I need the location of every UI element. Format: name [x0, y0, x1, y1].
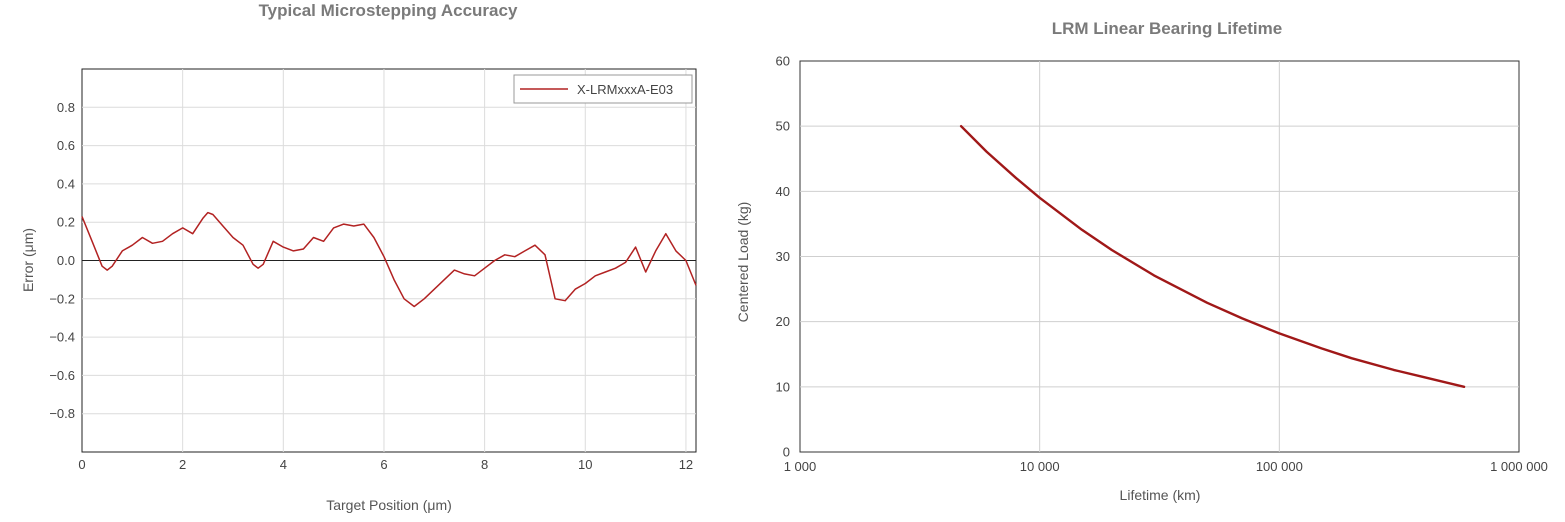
chart1-x-tick-label: 8: [481, 457, 488, 472]
chart1-x-tick-label: 12: [679, 457, 693, 472]
chart2-y-tick-label: 50: [776, 119, 790, 134]
chart2-y-tick-labels: 0 10 20 30 40 50 60: [776, 54, 790, 460]
chart1-x-tick-label: 6: [380, 457, 387, 472]
chart2-y-tick-label: 30: [776, 249, 790, 264]
chart1-x-tick-label: 4: [280, 457, 287, 472]
chart1-legend-entry: X-LRMxxxA-E03: [577, 82, 673, 97]
chart2-x-tick-label: 10 000: [1020, 459, 1060, 474]
chart2-x-axis-label: Lifetime (km): [1120, 487, 1201, 503]
chart1-x-tick-label: 10: [578, 457, 592, 472]
chart2-y-tick-label: 60: [776, 54, 790, 69]
chart1-title: Typical Microstepping Accuracy: [259, 1, 518, 20]
chart2-title: LRM Linear Bearing Lifetime: [1052, 19, 1282, 38]
chart2-x-tick-labels: 1 000 10 000 100 000 1 000 000: [784, 459, 1548, 474]
chart1-legend: X-LRMxxxA-E03: [513, 74, 693, 104]
chart1-y-tick-label: −0.2: [49, 291, 75, 306]
chart1-y-tick-label: −0.8: [49, 406, 75, 421]
chart2-y-axis-label: Centered Load (kg): [735, 202, 751, 323]
chart2-x-tick-label: 1 000: [784, 459, 817, 474]
chart2-y-tick-label: 10: [776, 379, 790, 394]
microstepping-accuracy-chart: Typical Microstepping Accuracy 0 2 4 6 8 10 12…: [20, 1, 697, 513]
chart1-x-tick-label: 0: [78, 457, 85, 472]
chart2-y-tick-label: 0: [783, 445, 790, 460]
chart1-y-tick-label: 0.6: [57, 138, 75, 153]
chart1-series-line: [81, 211, 697, 308]
chart2-x-tick-label: 100 000: [1256, 459, 1303, 474]
chart1-x-axis-label: Target Position (μm): [326, 497, 452, 513]
chart2-x-tick-label: 1 000 000: [1490, 459, 1548, 474]
chart2-gridlines: [800, 61, 1519, 452]
chart1-y-tick-labels: −0.8 −0.6 −0.4 −0.2 0.0 0.2 0.4 0.6 0.8: [49, 100, 75, 421]
chart1-y-tick-label: −0.4: [49, 330, 75, 345]
chart1-gridlines: [82, 69, 696, 452]
chart1-y-tick-label: −0.6: [49, 368, 75, 383]
chart1-y-tick-label: 0.2: [57, 215, 75, 230]
chart1-y-tick-label: 0.0: [57, 253, 75, 268]
chart2-series-line: [959, 125, 1466, 388]
chart1-y-axis-label: Error (μm): [20, 228, 36, 292]
bearing-lifetime-chart: LRM Linear Bearing Lifetime 1 000 10 000 1…: [735, 19, 1548, 503]
chart1-y-tick-label: 0.8: [57, 100, 75, 115]
chart2-series-group: [959, 125, 1466, 388]
chart2-y-tick-label: 40: [776, 184, 790, 199]
chart1-x-tick-labels: 0 2 4 6 8 10 12: [78, 457, 693, 472]
chart1-series-group: [81, 211, 697, 308]
chart1-y-tick-label: 0.4: [57, 176, 75, 191]
chart1-x-tick-label: 2: [179, 457, 186, 472]
chart2-y-tick-label: 20: [776, 314, 790, 329]
